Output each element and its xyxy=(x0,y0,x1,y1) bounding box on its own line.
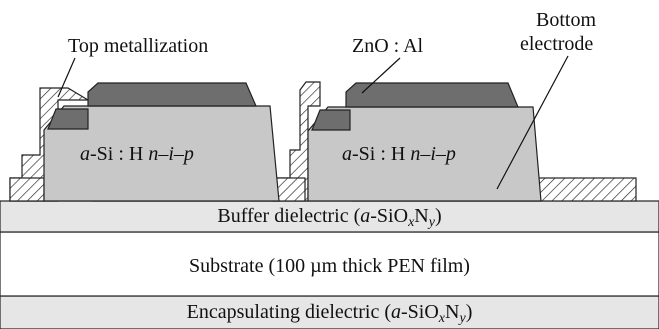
substrate-layer xyxy=(0,231,659,297)
zno-leader xyxy=(361,57,401,94)
bottom-electrode-leader xyxy=(496,55,569,190)
zno-layer-left-lip xyxy=(47,108,89,130)
encapsulation-label: Encapsulating dielectric (a-SiOxNy) xyxy=(187,301,473,326)
bottom-electrode-label-line2: electrode xyxy=(520,33,593,55)
zno-label: ZnO : Al xyxy=(352,35,424,57)
bottom-electrode-label-line1: Bottom xyxy=(536,9,596,31)
silicon-label-right: a-Si : H n–i–p xyxy=(342,143,456,165)
bottom-electrode-left-edge xyxy=(9,177,45,202)
top-metallization-label: Top metallization xyxy=(68,35,208,57)
substrate-label: Substrate (100 µm thick PEN film) xyxy=(189,255,470,277)
zno-layer-right-lip xyxy=(311,109,351,131)
top-metallization-leader xyxy=(57,57,76,98)
silicon-label-left: a-Si : H n–i–p xyxy=(80,143,194,165)
zno-layer-left xyxy=(87,82,257,107)
buffer-label: Buffer dielectric (a-SiOxNy) xyxy=(217,205,441,230)
zno-layer-right xyxy=(345,82,519,108)
